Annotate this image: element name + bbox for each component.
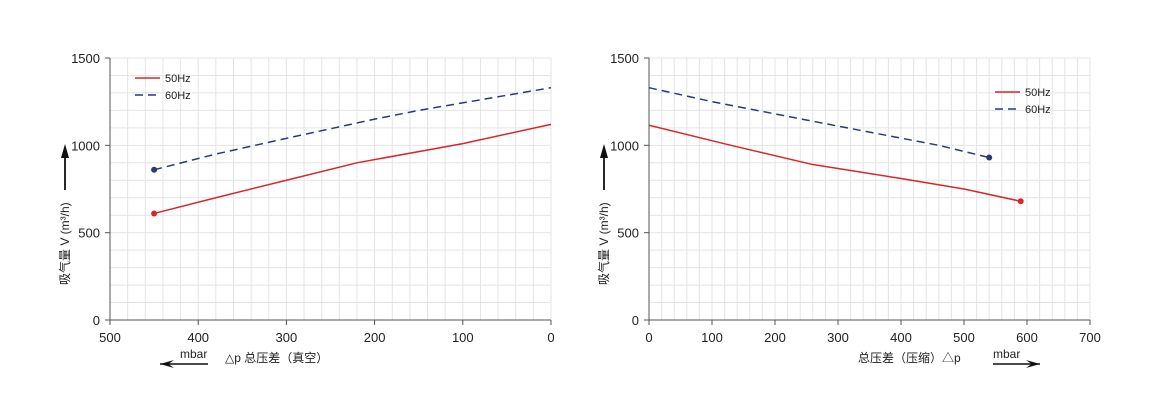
x-tick-label: 0 [645,330,652,345]
y-tick-label: 1500 [610,51,639,66]
series-endpoint-50Hz [1017,198,1024,205]
chart-1: 0 100 200 300 400 500 600 700 0 500 1000 1500 吸气量 V … [596,51,1101,368]
x-tick-label: 700 [1079,330,1101,345]
y-tick-label: 1500 [71,51,100,66]
y-arrowhead-icon [61,144,69,158]
x-tick-label: 500 [99,330,121,345]
y-axis-label: 吸气量 V (m³/h) [596,202,611,285]
legend-label-50Hz: 50Hz [1025,87,1051,99]
y-tick-label: 1000 [71,138,100,153]
x-tick-label: 400 [890,330,912,345]
legend-label-50Hz: 50Hz [165,73,191,85]
x-axis-label: △p 总压差（真空） [225,351,328,365]
y-tick-label: 1000 [610,138,639,153]
x-arrowhead-icon [1026,360,1040,368]
x-tick-label: 200 [764,330,786,345]
series-endpoint-60Hz [986,154,993,161]
x-tick-label: 300 [827,330,849,345]
y-tick-label: 500 [78,226,100,241]
x-unit-label: mbar [993,347,1020,361]
x-tick-label: 400 [187,330,209,345]
series-line-50Hz [153,123,552,215]
x-tick-label: 600 [1016,330,1038,345]
y-tick-label: 0 [93,313,100,328]
series-line-60Hz [648,86,990,159]
x-tick-label: 500 [953,330,975,345]
x-tick-label: 200 [364,330,386,345]
x-tick-label: 100 [701,330,723,345]
legend-label-60Hz: 60Hz [165,90,191,102]
x-unit-label: mbar [180,347,207,361]
x-tick-label: 0 [547,330,554,345]
y-tick-label: 0 [632,313,639,328]
series-endpoint-60Hz [151,166,158,173]
y-arrowhead-icon [600,144,608,158]
legend-label-60Hz: 60Hz [1025,104,1051,116]
x-tick-label: 300 [276,330,298,345]
series-endpoint-50Hz [151,210,158,217]
series-line-60Hz [153,86,552,171]
y-tick-label: 500 [617,226,639,241]
x-axis-label: 总压差（压缩）△p [858,350,961,365]
x-arrowhead-icon [160,360,174,368]
x-tick-label: 100 [452,330,474,345]
y-axis-label: 吸气量 V (m³/h) [57,202,72,285]
series-line-50Hz [648,124,1021,202]
